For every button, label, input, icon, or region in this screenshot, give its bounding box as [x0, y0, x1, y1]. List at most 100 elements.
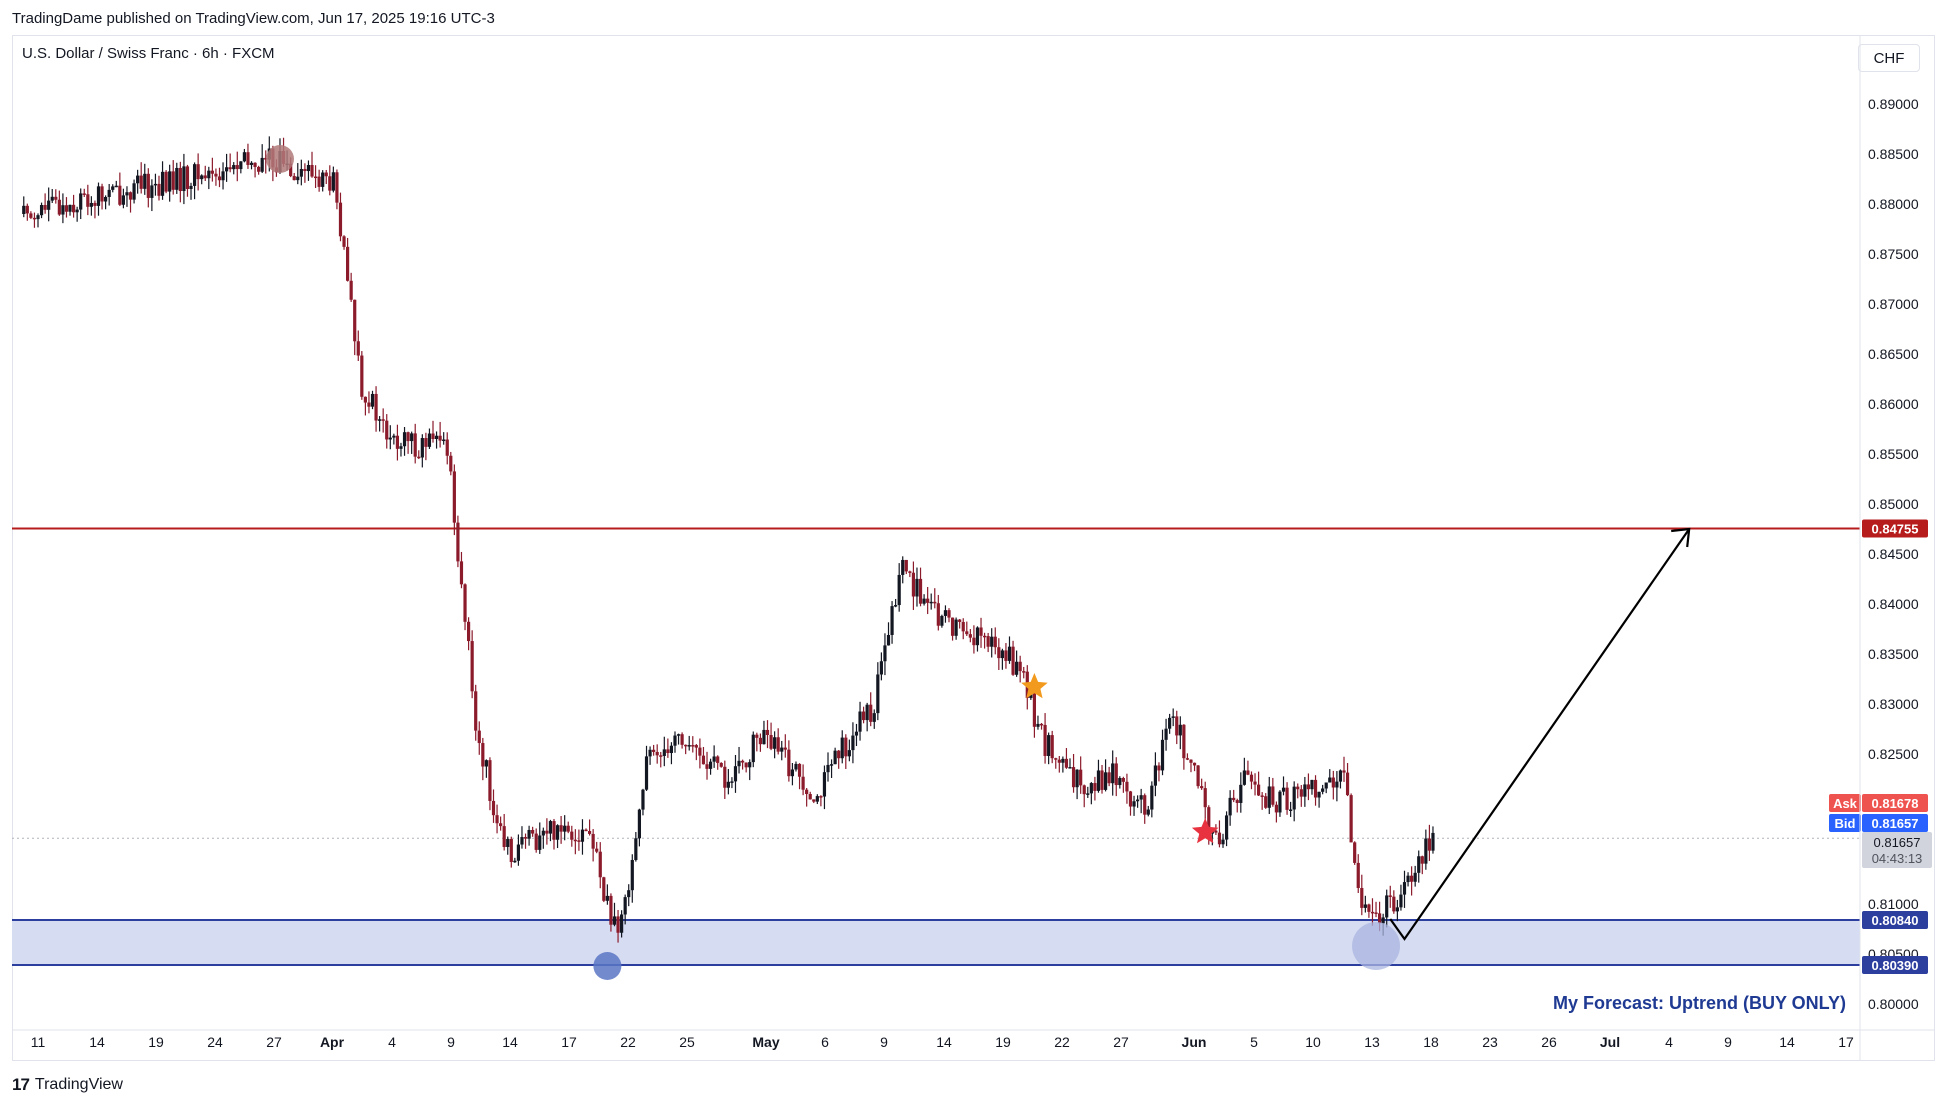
candle-body [847, 750, 851, 757]
candle-body [513, 860, 517, 863]
candle-body [908, 571, 912, 573]
candle-body [488, 760, 492, 801]
x-tick-label: 22 [1054, 1034, 1070, 1050]
x-tick-label: 4 [1665, 1034, 1673, 1050]
candle-body [434, 435, 439, 440]
candle-body [1043, 724, 1047, 756]
candle-body [869, 704, 873, 722]
candle-body [221, 171, 225, 181]
candle-body [1367, 904, 1371, 912]
star-marker [1191, 818, 1219, 844]
candle-body [1118, 778, 1122, 786]
last-price-box [1862, 832, 1932, 868]
candle-body [1310, 779, 1314, 790]
candle-body [392, 435, 396, 438]
candle-body [93, 202, 97, 206]
candle-body [587, 831, 592, 834]
x-tick-label: 19 [148, 1034, 164, 1050]
candle-body [1321, 788, 1325, 792]
y-tick-label: 0.87500 [1868, 246, 1919, 262]
candle-body [737, 760, 741, 767]
candle-body [986, 636, 990, 647]
y-tick-label: 0.81000 [1868, 896, 1919, 912]
candle-body [769, 735, 773, 749]
x-tick-label: 22 [620, 1034, 636, 1050]
candle-body [449, 455, 453, 472]
candle-body [345, 246, 350, 281]
candle-body [1232, 797, 1236, 801]
candle-body [577, 840, 581, 842]
candle-body [570, 831, 574, 840]
candle-body [495, 815, 499, 824]
y-tick-label: 0.85000 [1868, 496, 1919, 512]
y-tick-label: 0.82500 [1868, 746, 1919, 762]
y-tick-label: 0.88000 [1868, 196, 1919, 212]
candle-body [1192, 762, 1197, 766]
footer-brand[interactable]: TradingView [34, 1076, 123, 1093]
circle-marker [1352, 922, 1401, 970]
candle-body [783, 747, 787, 750]
x-tick-label: 18 [1423, 1034, 1439, 1050]
candle-body [1146, 809, 1150, 815]
candle-body [1121, 778, 1125, 782]
x-tick-label: 6 [821, 1034, 829, 1050]
symbol-title[interactable]: U.S. Dollar / Swiss Franc · 6h · FXCM [22, 45, 275, 62]
x-tick-label: 10 [1305, 1034, 1321, 1050]
candle-body [687, 745, 691, 747]
candle-body [104, 196, 108, 202]
candle-body [1047, 735, 1051, 756]
candle-body [1224, 815, 1229, 840]
bid-price-tag-bg [1862, 814, 1928, 832]
support-bottom-price-tag-bg [1862, 956, 1928, 974]
candle-body [164, 171, 168, 192]
candle-body [442, 439, 446, 442]
candle-body [246, 152, 250, 165]
candle-body [563, 825, 567, 832]
candle-body [1093, 783, 1097, 791]
x-tick-label: 14 [89, 1034, 105, 1050]
candle-body [840, 737, 844, 759]
candle-body [1125, 781, 1129, 792]
candle-body [733, 766, 738, 782]
candle-body [370, 393, 375, 407]
candle-body [730, 781, 734, 783]
y-tick-label: 0.86500 [1868, 346, 1919, 362]
candle-body [797, 763, 802, 777]
candle-body [168, 171, 172, 192]
candle-body [662, 749, 666, 756]
candle-body [25, 205, 29, 214]
candle-body [659, 755, 663, 757]
candle-body [694, 745, 698, 748]
x-tick-label: 25 [679, 1034, 695, 1050]
candle-body [1381, 917, 1385, 924]
currency-button[interactable]: CHF [1858, 44, 1920, 72]
candle-body [936, 603, 940, 626]
candle-body [758, 737, 762, 745]
candle-body [1235, 800, 1239, 803]
x-tick-label: 4 [388, 1034, 396, 1050]
candle-body [1342, 770, 1346, 773]
candle-body [1328, 777, 1332, 783]
candle-body [466, 621, 471, 642]
candle-body [1274, 804, 1278, 813]
support-top-price-tag-bg [1862, 911, 1928, 929]
candle-body [75, 209, 79, 213]
candle-body [1410, 875, 1414, 882]
candle-body [566, 825, 570, 832]
candle-body [1100, 770, 1104, 790]
candle-body [349, 280, 353, 300]
bid-label-text: Bid [1835, 816, 1856, 831]
candle-body [1417, 856, 1421, 873]
candle-body [1107, 772, 1111, 784]
candle-body [1011, 646, 1015, 675]
candle-body [64, 205, 69, 212]
candle-body [178, 167, 182, 192]
candle-body [751, 734, 755, 763]
candle-body [584, 829, 588, 832]
candle-body [609, 895, 613, 925]
candle-body [1356, 862, 1360, 888]
candle-body [726, 781, 730, 788]
x-tick-label: 11 [31, 1034, 46, 1050]
candle-body [1039, 723, 1044, 726]
